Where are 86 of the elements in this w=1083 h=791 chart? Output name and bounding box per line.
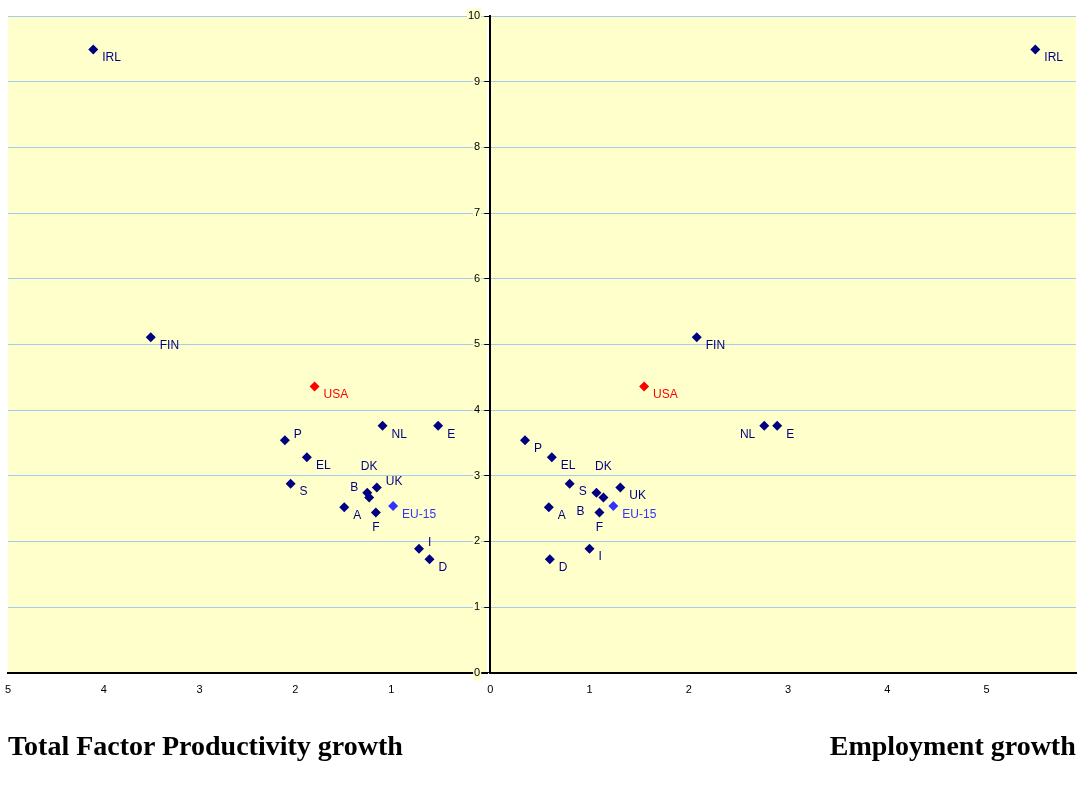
point <box>433 420 444 431</box>
data-label: F <box>595 520 603 535</box>
point <box>519 435 530 446</box>
data-label: D <box>558 559 568 574</box>
point <box>339 502 350 513</box>
point <box>370 507 381 518</box>
data-label: D <box>438 559 448 574</box>
data-label: EL <box>560 458 576 473</box>
x-tick-label: 0 <box>486 683 494 696</box>
point <box>1030 44 1041 55</box>
data-label: FIN <box>159 337 180 352</box>
y-tick-label: 7 <box>473 206 480 219</box>
point <box>301 452 312 463</box>
point <box>564 478 575 489</box>
point <box>377 420 388 431</box>
y-tick-label: 0 <box>473 665 480 678</box>
point <box>759 420 769 431</box>
data-label: USA <box>652 387 678 402</box>
data-label: UK <box>385 474 403 489</box>
y-tick-label: 5 <box>473 337 480 350</box>
point <box>591 487 602 498</box>
data-label: DK <box>360 459 378 474</box>
data-label: S <box>299 484 308 499</box>
data-label: E <box>785 426 794 441</box>
x-tick-label: 4 <box>100 683 107 696</box>
y-tick-label: 3 <box>473 468 480 481</box>
point <box>285 478 296 489</box>
x-tick-label: 3 <box>196 683 203 696</box>
data-label: IRL <box>1044 50 1064 65</box>
data-label: FIN <box>705 337 725 352</box>
point <box>691 332 702 343</box>
data-label: EU-15 <box>402 506 437 521</box>
point <box>584 543 595 554</box>
y-tick-label: 4 <box>473 403 480 416</box>
point <box>371 482 382 493</box>
point <box>546 452 557 463</box>
data-label: EL <box>315 458 331 473</box>
point <box>615 482 626 493</box>
point <box>771 420 782 431</box>
x-tick-label: 4 <box>884 683 891 696</box>
data-label: I <box>427 535 432 550</box>
point <box>543 502 554 513</box>
data-label: USA <box>323 387 349 402</box>
x-tick-label: 5 <box>4 683 12 696</box>
point <box>279 435 290 446</box>
data-label: E <box>447 426 456 441</box>
x-tick-label: 2 <box>292 683 299 696</box>
point <box>145 332 156 343</box>
data-label: B <box>350 479 359 494</box>
data-label: NL <box>739 426 756 441</box>
y-tick-label: 2 <box>473 534 480 547</box>
data-label: UK <box>629 488 646 503</box>
data-label: F <box>372 520 380 535</box>
point <box>88 44 99 55</box>
data-label: I <box>598 549 602 564</box>
point <box>388 500 399 511</box>
y-tick-label: 10 <box>467 9 480 22</box>
data-label: NL <box>391 426 408 441</box>
data-label: DK <box>594 459 612 474</box>
point <box>638 381 649 392</box>
data-label: B <box>576 503 585 518</box>
point <box>424 554 435 565</box>
y-tick-label: 6 <box>473 271 480 284</box>
data-label: P <box>293 427 302 442</box>
text: Employment growth <box>829 730 1076 761</box>
x-tick-label: 3 <box>784 683 791 696</box>
x-tick-label: 1 <box>586 683 593 696</box>
text: Total Factor Productivity growth <box>8 730 403 761</box>
x-tick-label: 1 <box>388 683 395 696</box>
point <box>598 492 609 503</box>
data-label: A <box>557 508 566 523</box>
point <box>544 554 555 565</box>
data-label: P <box>533 441 542 456</box>
data-label: A <box>353 508 362 523</box>
x-tick-label: 5 <box>983 683 990 696</box>
data-label: IRL <box>102 50 122 65</box>
point <box>594 507 605 518</box>
point <box>309 381 320 392</box>
x-tick-label: 2 <box>685 683 692 696</box>
y-tick-label: 8 <box>473 140 480 153</box>
y-tick-label: 1 <box>473 600 480 613</box>
data-label: S <box>578 484 587 499</box>
y-tick-label: 9 <box>473 74 480 87</box>
point <box>608 500 619 511</box>
point <box>413 543 424 554</box>
data-label: EU-15 <box>622 506 657 521</box>
